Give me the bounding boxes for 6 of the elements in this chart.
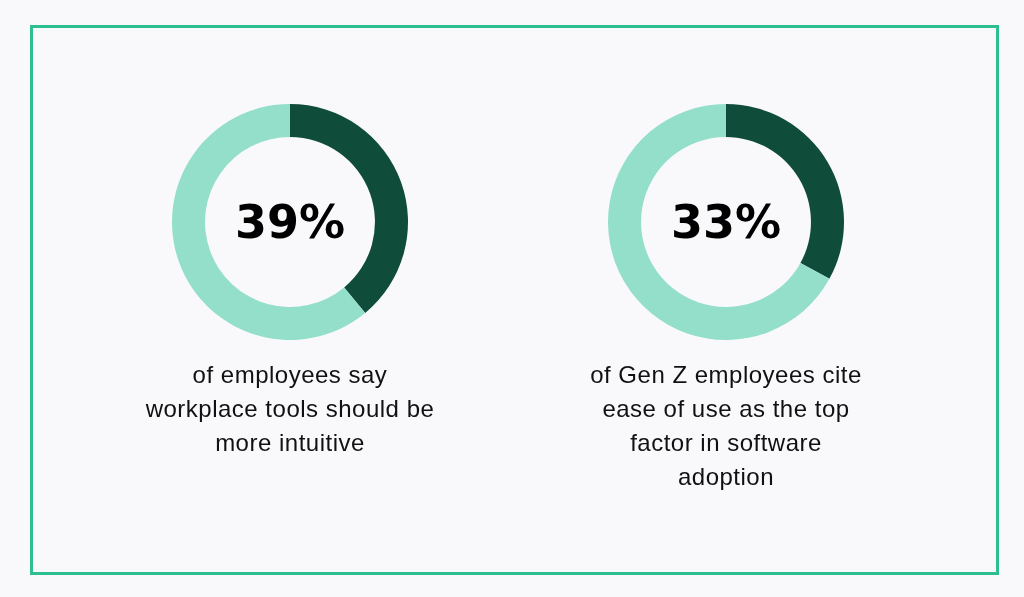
- data-label: 33%: [671, 195, 782, 249]
- text: of employees say workplace tools should be more intuitive: [145, 360, 435, 458]
- data-label: 39%: [235, 195, 346, 249]
- text: of Gen Z employees cite ease of use as the top factor in software adoption: [589, 360, 863, 492]
- donut-slice: [172, 104, 366, 340]
- donut-slice: [608, 104, 830, 340]
